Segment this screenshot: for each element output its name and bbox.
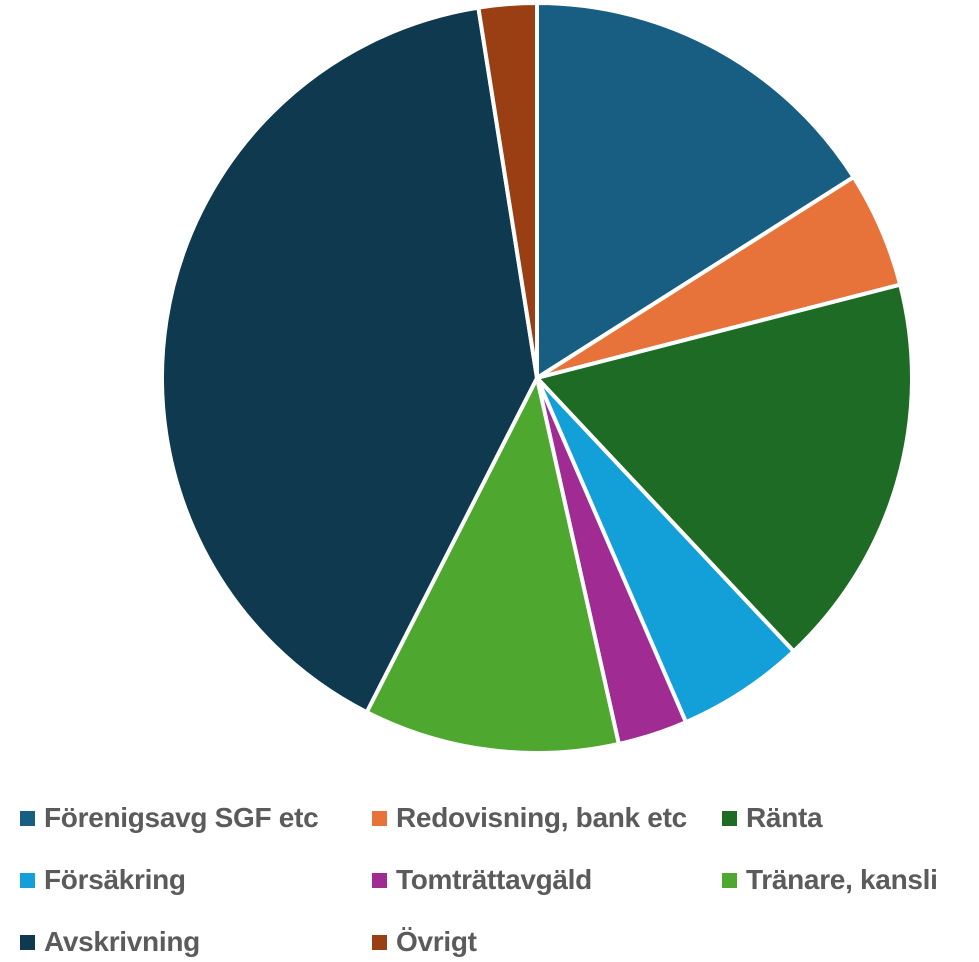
legend-label: Ränta [746, 802, 823, 833]
legend-label: Försäkring [44, 864, 186, 895]
legend-swatch [372, 810, 387, 826]
legend-label: Övrigt [396, 926, 477, 957]
legend-item: Förenigsavg SGF etc [20, 798, 372, 838]
legend-swatch [20, 872, 35, 888]
legend-item: Övrigt [372, 922, 722, 962]
legend-swatch [372, 872, 387, 888]
legend-swatch [722, 872, 737, 888]
legend-label: Redovisning, bank etc [396, 802, 687, 833]
legend-item: Försäkring [20, 860, 372, 900]
legend-swatch [722, 810, 737, 826]
legend-label: Tränare, kansli [746, 864, 938, 895]
legend-item: Tränare, kansli [722, 860, 979, 900]
legend-label: Avskrivning [44, 926, 200, 957]
legend-swatch [372, 934, 387, 950]
legend-item: Ränta [722, 798, 979, 838]
legend-item: Tomträttavgäld [372, 860, 722, 900]
pie-plot-area [160, 1, 914, 755]
chart-legend: Förenigsavg SGF etc Redovisning, bank etc… [20, 798, 979, 962]
legend-label: Tomträttavgäld [396, 864, 592, 895]
pie-slice-7 [476, 1, 539, 380]
pie-slice-6 [160, 5, 539, 715]
pie-slice-5 [364, 376, 621, 755]
pie-slice-3 [535, 376, 796, 725]
legend-swatch [20, 810, 35, 826]
pie-slice-0 [535, 1, 856, 380]
pie-slice-2 [535, 282, 914, 654]
legend-swatch [20, 934, 35, 950]
legend-item: Avskrivning [20, 922, 372, 962]
legend-item: Redovisning, bank etc [372, 798, 722, 838]
legend-label: Förenigsavg SGF etc [44, 802, 319, 833]
